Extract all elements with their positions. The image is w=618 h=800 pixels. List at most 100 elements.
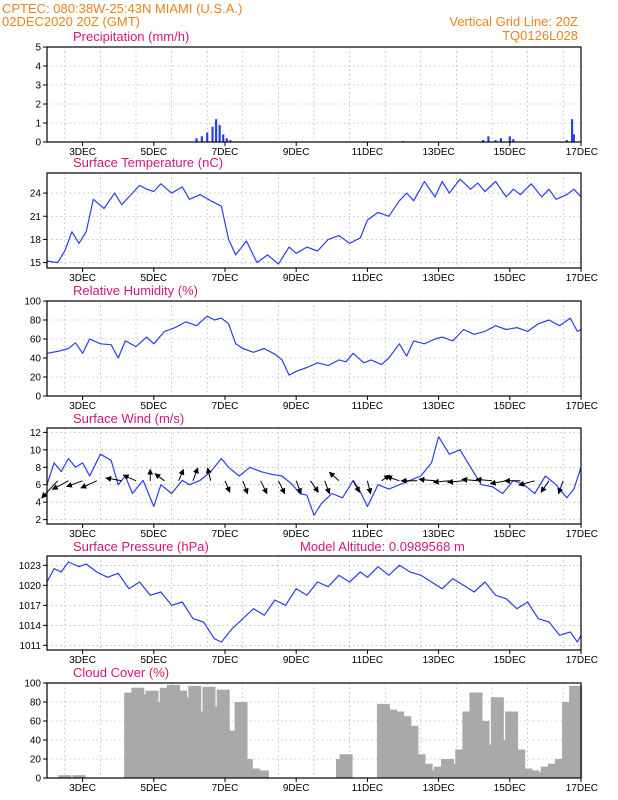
wind-arrow bbox=[540, 480, 550, 493]
wind-arrow bbox=[418, 476, 436, 483]
wind-arrow bbox=[224, 480, 231, 493]
y-tick-label: 1011 bbox=[19, 641, 41, 652]
wind-arrow bbox=[192, 467, 199, 481]
x-tick-label: 15DEC bbox=[494, 783, 526, 794]
wind-arrow bbox=[242, 480, 249, 495]
x-tick-label: 11DEC bbox=[352, 529, 384, 540]
data-bar bbox=[246, 768, 260, 778]
panel-3: Relative Humidity (%) 0 20 40 60 80 100 3DEC 5DE… bbox=[24, 283, 598, 412]
x-tick-label: 17DEC bbox=[566, 401, 598, 412]
panel-2: Surface Temperature (nC) 15 18 21 24 3DEC 5DEC… bbox=[30, 155, 598, 284]
x-tick-label: 5DEC bbox=[140, 401, 167, 412]
data-bar bbox=[225, 138, 228, 142]
x-tick-label: 3DEC bbox=[69, 655, 96, 666]
x-tick-label: 5DEC bbox=[140, 147, 167, 158]
y-tick-label: 24 bbox=[30, 189, 42, 200]
wind-arrow bbox=[518, 480, 535, 487]
panel-title: Surface Pressure (hPa) bbox=[73, 539, 209, 554]
x-tick-label: 17DEC bbox=[566, 273, 598, 284]
y-tick-label: 40 bbox=[30, 354, 42, 365]
x-tick-label: 3DEC bbox=[69, 147, 96, 158]
x-tick-label: 15DEC bbox=[494, 273, 526, 284]
y-tick-label: 100 bbox=[24, 297, 41, 308]
wind-arrow bbox=[66, 480, 83, 488]
x-tick-label: 5DEC bbox=[140, 783, 167, 794]
x-tick-label: 5DEC bbox=[140, 273, 167, 284]
panel-frame bbox=[46, 555, 582, 651]
y-tick-label: 20 bbox=[30, 755, 42, 766]
panel-5: Surface Pressure (hPa) 1011 1014 1017 1020 10… bbox=[19, 539, 598, 666]
y-tick-label: 5 bbox=[35, 43, 41, 54]
data-bar bbox=[572, 134, 575, 142]
x-tick-label: 9DEC bbox=[283, 401, 310, 412]
data-bar bbox=[540, 766, 554, 778]
x-tick-label: 5DEC bbox=[140, 655, 167, 666]
header-grid-info: Vertical Grid Line: 20Z bbox=[449, 14, 578, 29]
y-tick-label: 4 bbox=[35, 62, 41, 73]
x-tick-label: 15DEC bbox=[494, 147, 526, 158]
header-model-id: TQ0126L028 bbox=[502, 28, 578, 43]
header-location: CPTEC: 080:38W-25:43N MIAMI (U.S.A.) bbox=[2, 1, 242, 16]
x-tick-label: 7DEC bbox=[212, 529, 239, 540]
y-tick-label: 20 bbox=[30, 373, 42, 384]
y-tick-label: 8 bbox=[35, 463, 41, 474]
x-tick-label: 13DEC bbox=[422, 529, 454, 540]
panel-frame bbox=[46, 46, 582, 143]
x-tick-label: 17DEC bbox=[566, 783, 598, 794]
x-tick-label: 11DEC bbox=[352, 147, 384, 158]
x-tick-label: 7DEC bbox=[212, 147, 239, 158]
x-tick-label: 3DEC bbox=[69, 529, 96, 540]
y-tick-label: 1014 bbox=[19, 621, 42, 632]
x-tick-label: 15DEC bbox=[494, 401, 526, 412]
series-line bbox=[46, 315, 582, 376]
y-tick-label: 2 bbox=[35, 100, 41, 111]
y-tick-label: 0 bbox=[35, 138, 41, 149]
data-bar bbox=[206, 132, 209, 142]
y-tick-label: 80 bbox=[30, 698, 42, 709]
header-datetime: 02DEC2020 20Z (GMT) bbox=[2, 14, 140, 29]
wind-arrow bbox=[557, 480, 564, 495]
wind-arrow bbox=[310, 480, 319, 493]
data-bar bbox=[216, 689, 230, 778]
x-tick-label: 7DEC bbox=[212, 655, 239, 666]
x-tick-label: 17DEC bbox=[566, 655, 598, 666]
data-bar bbox=[569, 685, 583, 778]
wind-arrow bbox=[324, 480, 331, 495]
y-tick-label: 10 bbox=[30, 445, 42, 456]
y-tick-label: 12 bbox=[30, 428, 42, 439]
data-bar bbox=[195, 138, 198, 142]
x-tick-label: 11DEC bbox=[352, 273, 384, 284]
data-bar bbox=[58, 775, 72, 778]
y-tick-label: 0 bbox=[35, 392, 41, 403]
wind-arrow bbox=[154, 473, 165, 482]
x-tick-label: 5DEC bbox=[140, 529, 167, 540]
data-bar bbox=[565, 140, 568, 142]
data-bar bbox=[211, 126, 214, 142]
y-tick-label: 40 bbox=[30, 736, 42, 747]
data-bar bbox=[494, 140, 497, 142]
x-tick-label: 9DEC bbox=[283, 529, 310, 540]
wind-arrow bbox=[295, 480, 302, 495]
y-tick-label: 1017 bbox=[19, 601, 42, 612]
data-bar bbox=[229, 140, 232, 142]
y-tick-label: 21 bbox=[30, 212, 42, 223]
data-bar bbox=[512, 139, 515, 142]
data-bar bbox=[508, 136, 511, 142]
data-bar bbox=[487, 136, 490, 142]
panel-frame bbox=[46, 172, 582, 269]
y-tick-label: 3 bbox=[35, 81, 41, 92]
data-bar bbox=[499, 138, 502, 142]
y-tick-label: 60 bbox=[30, 717, 42, 728]
x-tick-label: 9DEC bbox=[283, 655, 310, 666]
y-tick-label: 18 bbox=[30, 235, 42, 246]
data-bar bbox=[533, 772, 547, 778]
data-bar bbox=[72, 775, 86, 778]
data-bar bbox=[222, 134, 225, 142]
wind-arrow bbox=[352, 480, 360, 493]
wind-arrow bbox=[51, 480, 69, 490]
panel-frame bbox=[46, 682, 582, 779]
x-tick-label: 9DEC bbox=[283, 147, 310, 158]
wind-arrow bbox=[446, 478, 464, 485]
x-tick-label: 7DEC bbox=[212, 273, 239, 284]
x-tick-label: 11DEC bbox=[352, 401, 384, 412]
